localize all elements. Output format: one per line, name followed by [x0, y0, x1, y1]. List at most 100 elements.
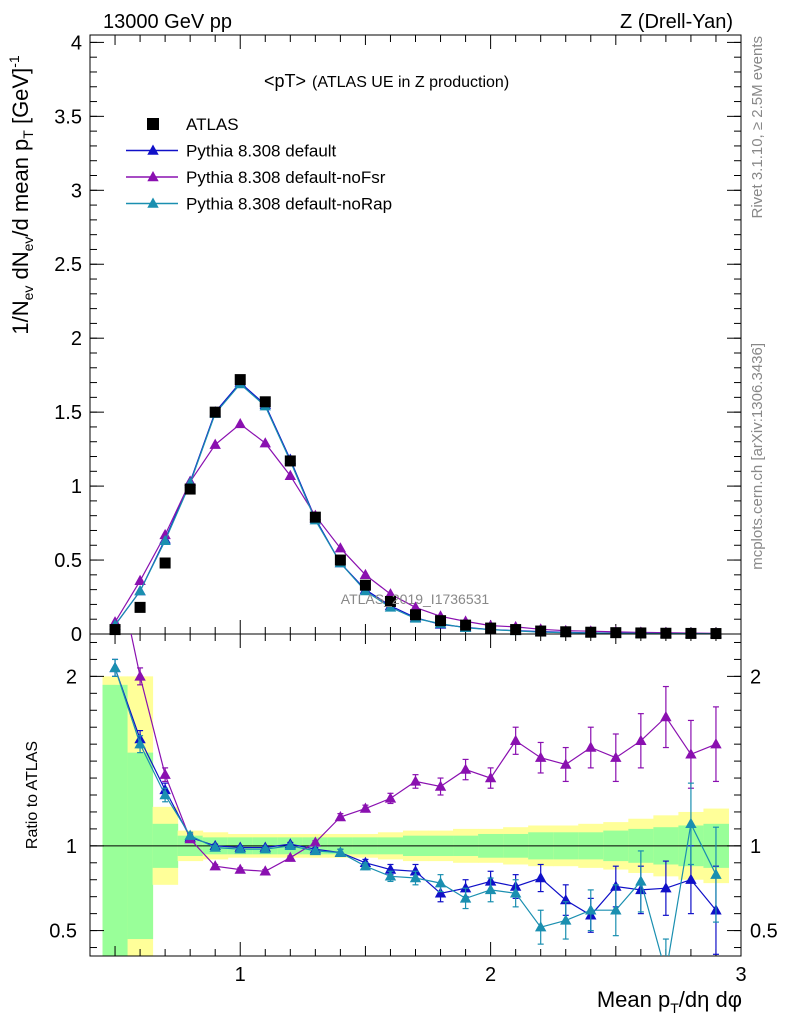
ratio-x-tick-label: 1: [235, 964, 246, 986]
ratio-point: [710, 868, 722, 879]
ratio-point: [560, 758, 572, 769]
ratio-point: [109, 552, 120, 562]
ratio-series-pythia-8-308-default-nofsr: [109, 552, 722, 876]
ratio-point: [209, 841, 221, 852]
main-y-tick-label: 0.5: [54, 550, 82, 572]
ratio-point: [660, 882, 672, 893]
main-point: [535, 625, 547, 637]
main-point: [209, 438, 221, 449]
ratio-point: [585, 904, 597, 915]
ratio-point: [284, 851, 297, 862]
main-point: [460, 619, 472, 631]
ratio-point: [685, 817, 697, 829]
rivet-version-label: Rivet 3.1.10, ≥ 2.5M events: [749, 36, 766, 219]
main-point: [334, 542, 347, 553]
ratio-point: [309, 844, 322, 856]
main-y-axis-label: 1/Nev dNev/d mean pT [GeV]-1: [6, 55, 36, 335]
legend-entry-pythia-8-308-default-norap: Pythia 8.308 default-noRap: [126, 195, 392, 214]
chart-title: <pT> (ATLAS UE in Z production): [264, 71, 509, 91]
main-point: [309, 511, 321, 523]
main-point: [234, 374, 246, 386]
ratio-point: [459, 882, 472, 893]
ratio-point: [284, 839, 297, 851]
main-point: [409, 601, 422, 612]
main-point: [660, 627, 672, 639]
ratio-point: [459, 763, 472, 774]
ratio-frame: [89, 633, 742, 957]
ratio-series-pythia-8-308-default-norap: [109, 658, 722, 977]
legend-label: ATLAS: [186, 115, 239, 134]
legend-marker: [147, 197, 159, 208]
legend-marker: [147, 144, 159, 155]
legend-label: Pythia 8.308 default-noRap: [186, 195, 392, 214]
legend-label: Pythia 8.308 default: [186, 142, 337, 161]
main-y-tick-label: 3: [71, 180, 82, 202]
ratio-point: [184, 829, 196, 840]
main-point: [134, 585, 146, 596]
ratio-point: [585, 741, 597, 752]
main-y-tick-label: 2: [71, 328, 82, 350]
main-point: [485, 622, 497, 634]
analysis-watermark: ATLAS_2019_I1736531: [341, 591, 490, 607]
legend-entry-pythia-8-308-default-nofsr: Pythia 8.308 default-noFsr: [126, 168, 386, 187]
main-point: [159, 528, 171, 540]
mcplots-label: mcplots.cern.ch [arXiv:1306.3436]: [749, 343, 766, 570]
ratio-point: [560, 914, 572, 925]
legend: ATLAS Pythia 8.308 default Pythia 8.308 de…: [126, 115, 392, 214]
main-point: [560, 626, 572, 638]
ratio-point: [434, 780, 447, 791]
ratio-point: [459, 892, 472, 903]
ratio-stat-band: [102, 684, 129, 956]
main-point: [209, 406, 221, 418]
main-point: [359, 579, 371, 591]
main-point: [259, 437, 271, 448]
ratio-point: [685, 748, 697, 759]
main-y-tick-label: 2.5: [54, 254, 82, 276]
ratio-point: [434, 877, 447, 888]
main-point: [685, 627, 697, 639]
ratio-point: [434, 887, 447, 898]
ratio-point: [534, 751, 547, 762]
ratio-point: [635, 734, 647, 745]
ratio-point: [334, 811, 347, 822]
ratio-point: [534, 921, 547, 932]
legend-entry-pythia-8-308-default: Pythia 8.308 default: [126, 142, 337, 161]
legend-marker: [147, 118, 159, 130]
main-point: [234, 417, 246, 429]
main-point: [159, 534, 171, 546]
main-y-tick-label: 1: [71, 476, 82, 498]
x-axis-label: Mean pT/dη dφ: [597, 987, 742, 1016]
ratio-point: [134, 670, 146, 681]
ratio-x-tick-label: 2: [485, 964, 496, 986]
main-point: [359, 568, 372, 580]
ratio-point: [660, 967, 671, 977]
ratio-point: [484, 883, 497, 895]
main-point: [410, 609, 421, 621]
ratio-y-tick-label-right: 0.5: [750, 921, 778, 943]
ratio-point: [610, 751, 622, 762]
ratio-point: [259, 865, 271, 876]
ratio-point: [209, 860, 221, 871]
ratio-y-tick-label-right: 1: [750, 836, 761, 858]
header-left: 13000 GeV pp: [103, 11, 232, 33]
ratio-y-tick-label: 0.5: [49, 921, 77, 943]
ratio-point: [384, 792, 397, 803]
main-point: [334, 554, 346, 566]
ratio-point: [610, 904, 622, 915]
main-point: [284, 455, 296, 467]
ratio-y-axis-label: Ratio to ATLAS: [24, 741, 41, 849]
ratio-point: [309, 836, 322, 847]
ratio-point: [159, 768, 171, 779]
main-point: [384, 588, 397, 599]
ratio-y-tick-label: 1: [66, 836, 77, 858]
ratio-point: [359, 860, 372, 871]
ratio-point: [409, 775, 422, 786]
ratio-point: [635, 875, 647, 886]
ratio-point: [234, 863, 246, 874]
ratio-y-tick-label: 2: [66, 666, 77, 688]
ratio-panel: 0.5 0.5 1 1 2 2 1 2 3: [49, 633, 778, 986]
main-y-tick-label: 1.5: [54, 402, 82, 424]
ratio-y-tick-label-right: 2: [750, 666, 761, 688]
ratio-bands: [102, 676, 729, 956]
